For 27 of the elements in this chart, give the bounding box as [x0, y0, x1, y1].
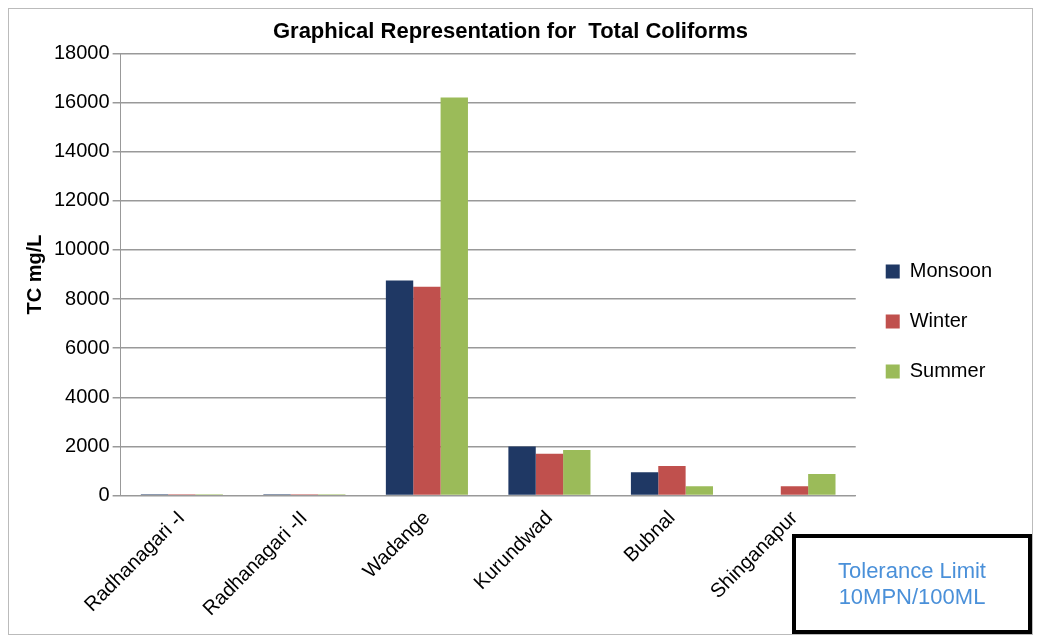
legend-label: Winter [909, 309, 968, 332]
text: Tolerance Limit 10MPN/100ML [838, 558, 986, 609]
y-tick-label: 6000 [65, 335, 110, 358]
bar [440, 97, 468, 495]
y-tick-label: 18000 [53, 40, 110, 63]
y-tick-label: 16000 [53, 90, 110, 113]
bar [685, 486, 713, 495]
y-tick-label: 14000 [53, 139, 110, 162]
bar [413, 286, 441, 495]
bar [658, 466, 686, 495]
y-tick-label: 4000 [65, 384, 110, 407]
bar [535, 453, 564, 495]
chart-title: Graphical Representation for Total Coliforms [272, 18, 749, 44]
legend-label: Summer [909, 359, 986, 382]
y-tick-label: 8000 [65, 286, 110, 309]
y-tick-label: 2000 [65, 433, 110, 456]
y-axis-title: TC mg/L [22, 234, 45, 315]
bar [563, 450, 591, 495]
bar [385, 280, 414, 495]
bar [780, 486, 809, 495]
legend-label: Monsoon [909, 259, 993, 282]
y-tick-label: 12000 [53, 188, 110, 211]
bar [508, 446, 536, 495]
y-tick-label: 0 [98, 483, 110, 506]
bar [808, 473, 836, 495]
bar [630, 472, 659, 495]
y-tick-label: 10000 [53, 237, 110, 260]
